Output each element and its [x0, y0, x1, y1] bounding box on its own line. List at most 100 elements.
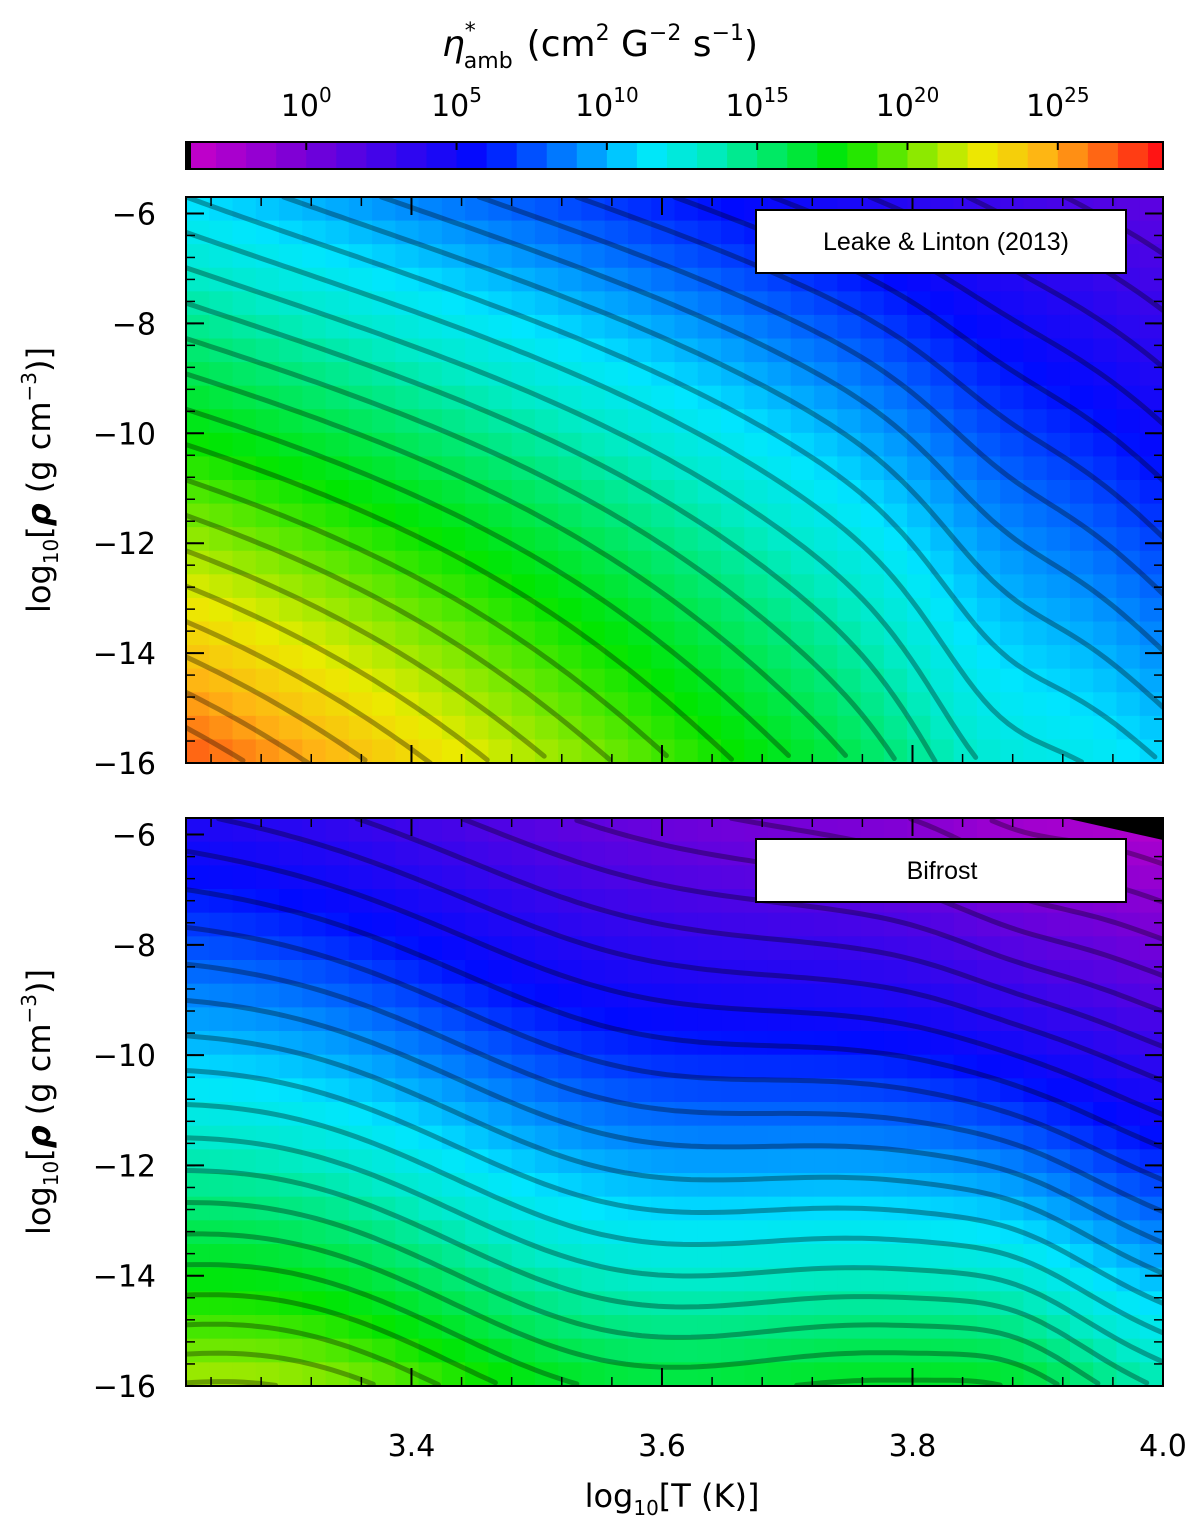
heatmap-cell — [232, 739, 257, 763]
heatmap-cell — [348, 574, 373, 599]
heatmap-cell — [302, 1149, 327, 1174]
heatmap-cell — [907, 503, 932, 528]
heatmap-cell — [302, 1031, 327, 1056]
heatmap-cell — [325, 621, 350, 646]
colorbar — [186, 142, 1164, 169]
heatmap-cell — [697, 692, 722, 717]
heatmap-cell — [441, 621, 466, 646]
colorbar-title-subscript: amb — [464, 49, 513, 74]
heatmap-cell — [372, 1244, 397, 1269]
ylabel-prefix: log — [20, 1186, 58, 1235]
heatmap-cell — [232, 291, 257, 316]
heatmap-cell — [1069, 291, 1095, 316]
heatmap-cell — [279, 550, 304, 576]
heatmap-cell — [209, 597, 234, 623]
heatmap-cell — [418, 385, 443, 411]
heatmap-cell — [232, 668, 257, 694]
heatmap-cell — [1093, 1031, 1118, 1056]
heatmap-cell — [1000, 960, 1025, 985]
heatmap-cell — [697, 1102, 722, 1127]
heatmap-cell — [604, 1244, 629, 1269]
heatmap-cell — [209, 432, 234, 458]
heatmap-cell — [534, 889, 559, 914]
heatmap-cell — [558, 1338, 583, 1364]
heatmap-cell — [883, 621, 908, 646]
heatmap-cell — [488, 1102, 513, 1127]
heatmap-cell — [1093, 314, 1118, 340]
heatmap-cell — [697, 456, 722, 481]
heatmap-cell — [511, 1149, 536, 1174]
heatmap-cell — [465, 1362, 490, 1386]
heatmap-cell — [907, 291, 932, 316]
heatmap-cell — [395, 1102, 420, 1127]
heatmap-cell — [418, 1149, 443, 1174]
heatmap-cell — [372, 1291, 397, 1316]
heatmap-cell — [348, 550, 373, 576]
heatmap-cell — [1116, 715, 1141, 741]
heatmap-cell — [441, 739, 466, 763]
heatmap-cell — [558, 362, 583, 387]
heatmap-cell — [255, 409, 280, 434]
heatmap-cell — [814, 1244, 839, 1269]
heatmap-cell — [232, 1102, 257, 1127]
heatmap-cell — [511, 936, 536, 961]
heatmap-cell — [372, 314, 397, 340]
heatmap-cell — [930, 1102, 955, 1127]
heatmap-cell — [232, 983, 257, 1009]
heatmap-cell — [1116, 621, 1141, 646]
heatmap-cell — [1046, 960, 1071, 985]
heatmap-cell — [1116, 645, 1141, 670]
heatmap-cell — [488, 1149, 513, 1174]
heatmap-cell — [418, 1007, 443, 1032]
heatmap-cell — [511, 550, 536, 576]
heatmap-cell — [1139, 480, 1163, 505]
heatmap-cell — [279, 1244, 304, 1269]
heatmap-cell — [395, 1031, 420, 1056]
heatmap-cell — [767, 1338, 792, 1364]
heatmap-cell — [255, 983, 280, 1009]
heatmap-cell — [790, 1173, 815, 1198]
heatmap-cell — [697, 527, 722, 552]
heatmap-cell — [1000, 1338, 1025, 1364]
heatmap-cell — [511, 267, 536, 293]
heatmap-cell — [186, 960, 211, 985]
heatmap-cell — [209, 1054, 234, 1080]
heatmap-cell — [348, 1031, 373, 1056]
heatmap-cell — [767, 1244, 792, 1269]
heatmap-cell — [814, 645, 839, 670]
heatmap-cell — [837, 1244, 862, 1269]
heatmap-cell — [534, 385, 559, 411]
heatmap-cell — [953, 432, 978, 458]
heatmap-cell — [1069, 960, 1095, 985]
heatmap-cell — [860, 1149, 885, 1174]
heatmap-cell — [907, 621, 932, 646]
heatmap-cell — [907, 409, 932, 434]
heatmap-cell — [348, 621, 373, 646]
heatmap-cell — [883, 645, 908, 670]
heatmap-cell — [627, 1362, 653, 1386]
heatmap-cell — [627, 668, 653, 694]
heatmap-cell — [558, 503, 583, 528]
heatmap-cell — [744, 983, 769, 1009]
heatmap-cell — [767, 338, 792, 363]
heatmap-cell — [325, 1196, 350, 1222]
heatmap-cell — [465, 409, 490, 434]
heatmap-cell — [1139, 291, 1163, 316]
heatmap-cell — [627, 1267, 653, 1293]
heatmap-cell — [604, 267, 629, 293]
heatmap-cell — [674, 220, 699, 245]
heatmap-cell — [418, 1338, 443, 1364]
heatmap-cell — [325, 291, 350, 316]
heatmap-cell — [1023, 362, 1048, 387]
heatmap-cell — [1139, 841, 1163, 867]
heatmap-cell — [767, 645, 792, 670]
heatmap-cell — [860, 936, 885, 961]
heatmap-cell — [558, 1291, 583, 1316]
heatmap-cell — [1023, 1031, 1048, 1056]
heatmap-cell — [1116, 385, 1141, 411]
heatmap-cell — [860, 550, 885, 576]
heatmap-cell — [279, 1007, 304, 1032]
heatmap-cell — [674, 1007, 699, 1032]
heatmap-cell — [558, 1267, 583, 1293]
heatmap-cell — [279, 456, 304, 481]
